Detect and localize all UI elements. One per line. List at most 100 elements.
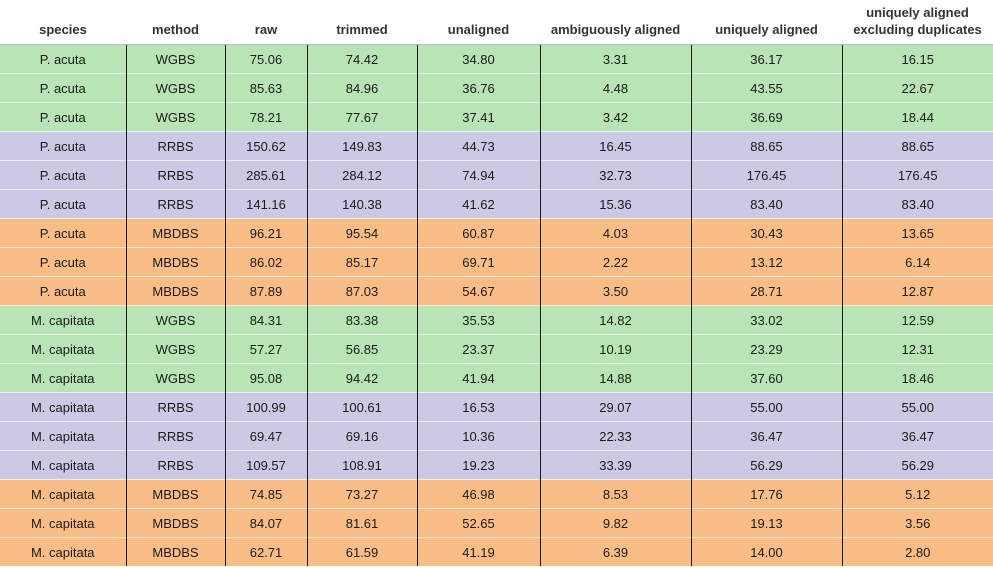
uniquely-aligned-excluding-duplicates-cell: 12.87 [841,276,993,306]
uniquely-aligned-cell: 83.40 [690,189,842,219]
header-row: species method raw trimmed unaligned amb… [0,0,993,45]
species-cell: P. acuta [0,131,126,161]
unaligned-cell: 41.62 [416,189,540,219]
trimmed-cell: 69.16 [306,421,417,451]
table-row: M. capitata WGBS 95.08 94.42 41.94 14.88 37.60… [0,363,993,393]
ambiguously-aligned-cell: 15.36 [539,189,691,219]
unaligned-cell: 52.65 [416,508,540,538]
uniquely-aligned-cell: 19.13 [690,508,842,538]
method-cell: MBDBS [125,479,225,509]
species-cell: M. capitata [0,305,126,335]
table-body: P. acuta WGBS 75.06 74.42 34.80 3.31 36.17 16.1… [0,44,993,566]
table-row: P. acuta WGBS 75.06 74.42 34.80 3.31 36.17 16.1… [0,44,993,74]
trimmed-cell: 84.96 [306,73,417,103]
uniquely-aligned-cell: 17.76 [690,479,842,509]
ambiguously-aligned-cell: 33.39 [539,450,691,480]
raw-cell: 69.47 [224,421,307,451]
uniquely-aligned-excluding-duplicates-cell: 18.44 [841,102,993,132]
table-row: P. acuta MBDBS 87.89 87.03 54.67 3.50 28.71 12.… [0,276,993,306]
column-header-uniquely-aligned: uniquely aligned [691,0,842,45]
table-row: M. capitata MBDBS 74.85 73.27 46.98 8.53 17.76… [0,479,993,509]
trimmed-cell: 61.59 [306,537,417,566]
trimmed-cell: 95.54 [306,218,417,248]
raw-cell: 57.27 [224,334,307,364]
species-cell: M. capitata [0,421,126,451]
method-cell: RRBS [125,450,225,480]
method-cell: WGBS [125,73,225,103]
column-header-raw: raw [225,0,307,45]
unaligned-cell: 44.73 [416,131,540,161]
ambiguously-aligned-cell: 10.19 [539,334,691,364]
ambiguously-aligned-cell: 4.48 [539,73,691,103]
uniquely-aligned-cell: 43.55 [690,73,842,103]
trimmed-cell: 149.83 [306,131,417,161]
trimmed-cell: 140.38 [306,189,417,219]
method-cell: RRBS [125,392,225,422]
table-row: M. capitata RRBS 100.99 100.61 16.53 29.07 55.… [0,392,993,422]
species-cell: M. capitata [0,334,126,364]
method-cell: MBDBS [125,508,225,538]
raw-cell: 78.21 [224,102,307,132]
ambiguously-aligned-cell: 14.88 [539,363,691,393]
table-row: M. capitata MBDBS 62.71 61.59 41.19 6.39 14.00… [0,537,993,566]
trimmed-cell: 74.42 [306,44,417,74]
uniquely-aligned-excluding-duplicates-cell: 2.80 [841,537,993,566]
trimmed-cell: 284.12 [306,160,417,190]
species-cell: P. acuta [0,160,126,190]
ambiguously-aligned-cell: 6.39 [539,537,691,566]
ambiguously-aligned-cell: 4.03 [539,218,691,248]
table-row: M. capitata RRBS 109.57 108.91 19.23 33.39 56.… [0,450,993,480]
method-cell: RRBS [125,189,225,219]
unaligned-cell: 37.41 [416,102,540,132]
uniquely-aligned-excluding-duplicates-cell: 56.29 [841,450,993,480]
uniquely-aligned-cell: 55.00 [690,392,842,422]
uniquely-aligned-cell: 14.00 [690,537,842,566]
uniquely-aligned-cell: 56.29 [690,450,842,480]
raw-cell: 150.62 [224,131,307,161]
uniquely-aligned-excluding-duplicates-cell: 5.12 [841,479,993,509]
trimmed-cell: 87.03 [306,276,417,306]
trimmed-cell: 81.61 [306,508,417,538]
table-row: M. capitata RRBS 69.47 69.16 10.36 22.33 36.47… [0,421,993,451]
unaligned-cell: 41.94 [416,363,540,393]
unaligned-cell: 34.80 [416,44,540,74]
species-cell: M. capitata [0,537,126,566]
uniquely-aligned-excluding-duplicates-cell: 13.65 [841,218,993,248]
uniquely-aligned-excluding-duplicates-cell: 22.67 [841,73,993,103]
species-cell: P. acuta [0,189,126,219]
ambiguously-aligned-cell: 3.42 [539,102,691,132]
species-cell: P. acuta [0,276,126,306]
table-row: M. capitata WGBS 84.31 83.38 35.53 14.82 33.02… [0,305,993,335]
method-cell: WGBS [125,363,225,393]
species-cell: P. acuta [0,102,126,132]
unaligned-cell: 35.53 [416,305,540,335]
column-header-ambiguously-aligned: ambiguously aligned [540,0,691,45]
column-header-unaligned: unaligned [417,0,540,45]
uniquely-aligned-excluding-duplicates-cell: 36.47 [841,421,993,451]
table-row: P. acuta RRBS 141.16 140.38 41.62 15.36 83.40 8… [0,189,993,219]
ambiguously-aligned-cell: 32.73 [539,160,691,190]
column-header-trimmed: trimmed [307,0,417,45]
raw-cell: 86.02 [224,247,307,277]
uniquely-aligned-excluding-duplicates-cell: 18.46 [841,363,993,393]
table-row: P. acuta MBDBS 86.02 85.17 69.71 2.22 13.12 6.1… [0,247,993,277]
method-cell: MBDBS [125,537,225,566]
unaligned-cell: 60.87 [416,218,540,248]
uniquely-aligned-cell: 36.17 [690,44,842,74]
uniquely-aligned-excluding-duplicates-cell: 83.40 [841,189,993,219]
method-cell: WGBS [125,334,225,364]
trimmed-cell: 73.27 [306,479,417,509]
raw-cell: 85.63 [224,73,307,103]
raw-cell: 75.06 [224,44,307,74]
uniquely-aligned-cell: 88.65 [690,131,842,161]
uniquely-aligned-cell: 37.60 [690,363,842,393]
trimmed-cell: 83.38 [306,305,417,335]
raw-cell: 62.71 [224,537,307,566]
ambiguously-aligned-cell: 2.22 [539,247,691,277]
table-row: M. capitata MBDBS 84.07 81.61 52.65 9.82 19.13… [0,508,993,538]
uniquely-aligned-excluding-duplicates-cell: 176.45 [841,160,993,190]
uniquely-aligned-cell: 23.29 [690,334,842,364]
table-row: P. acuta WGBS 78.21 77.67 37.41 3.42 36.69 18.4… [0,102,993,132]
ambiguously-aligned-cell: 14.82 [539,305,691,335]
uniquely-aligned-cell: 13.12 [690,247,842,277]
